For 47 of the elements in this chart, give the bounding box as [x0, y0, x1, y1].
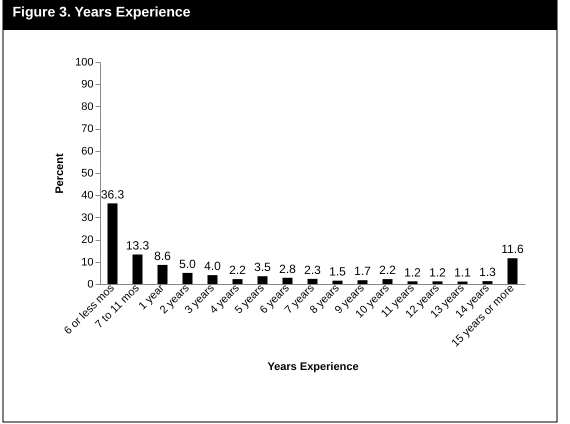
bar: [432, 281, 442, 284]
bar: [308, 278, 318, 284]
y-tick-label: 20: [81, 234, 94, 246]
y-tick-label: 0: [87, 278, 94, 290]
bar: [332, 280, 342, 284]
y-axis-title: Percent: [54, 152, 66, 194]
bar: [132, 254, 142, 284]
data-label: 11.6: [501, 242, 524, 256]
data-label: 1.2: [404, 265, 422, 280]
y-tick-label: 10: [81, 256, 94, 268]
data-label: 1.5: [329, 264, 346, 279]
y-tick-label: 70: [81, 123, 94, 136]
bar: [258, 276, 268, 284]
data-label: 2.2: [379, 263, 396, 278]
bar: [182, 272, 192, 284]
data-label: 1.7: [354, 264, 372, 278]
data-label: 36.3: [100, 187, 124, 202]
bar: [232, 279, 242, 284]
data-label: 13.3: [126, 238, 150, 252]
bar: [158, 264, 168, 284]
y-tick-label: 60: [81, 145, 94, 158]
data-label: 2.2: [229, 263, 246, 278]
data-label: 4.0: [204, 259, 222, 274]
data-label: 8.6: [154, 248, 172, 263]
y-tick-label: 90: [81, 78, 94, 91]
bar: [208, 275, 218, 284]
y-tick-label: 30: [81, 212, 94, 224]
y-tick-label: 80: [81, 100, 94, 113]
bar: [358, 280, 368, 284]
bar: [108, 203, 118, 284]
data-label: 2.8: [279, 262, 296, 276]
bar: [408, 281, 418, 284]
y-tick-label: 40: [81, 190, 94, 202]
bar: [382, 279, 392, 284]
x-axis-title: Years Experience: [267, 360, 359, 373]
data-label: 1.2: [429, 265, 446, 280]
bar: [508, 258, 518, 284]
data-label: 3.5: [254, 260, 272, 274]
data-label: 1.1: [454, 266, 472, 280]
y-tick-label: 100: [75, 56, 94, 68]
data-label: 5.0: [179, 256, 196, 271]
y-tick-label: 50: [81, 168, 94, 180]
chart-title: Figure 3. Years Experience: [12, 4, 191, 20]
bar: [482, 281, 492, 284]
bar: [282, 278, 292, 284]
data-label: 1.3: [479, 265, 496, 280]
data-label: 2.3: [304, 262, 322, 277]
